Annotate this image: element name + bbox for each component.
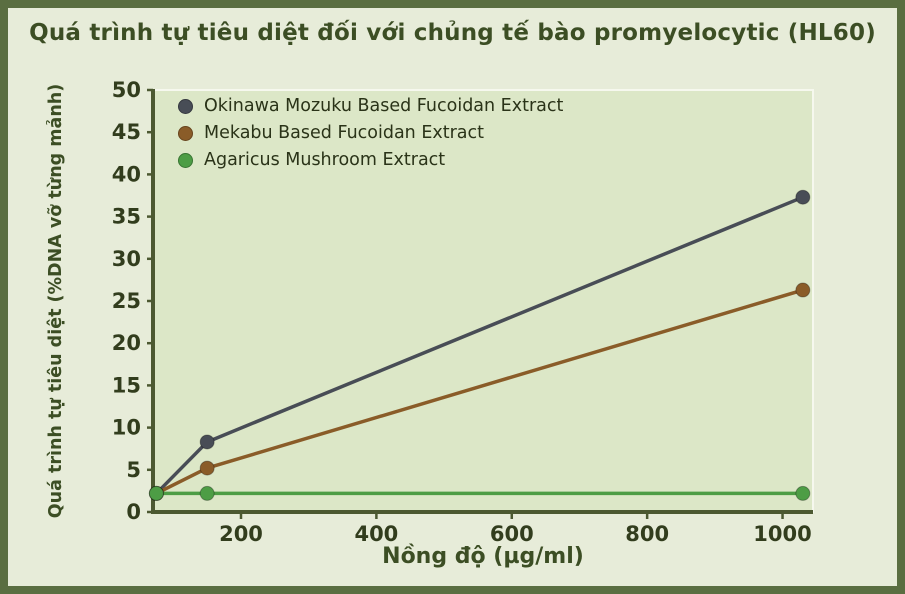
legend-label: Agaricus Mushroom Extract bbox=[204, 150, 446, 170]
x-axis-label: Nồng độ (µg/ml) bbox=[382, 544, 584, 569]
x-tick-label: 400 bbox=[354, 522, 398, 546]
y-axis-label: Quá trình tự tiêu diệt (%DNA vỡ từng mản… bbox=[46, 83, 66, 519]
legend-item: Okinawa Mozuku Based Fucoidan Extract bbox=[178, 96, 563, 116]
y-tick-label: 25 bbox=[112, 289, 141, 313]
y-tick-label: 30 bbox=[112, 247, 141, 271]
data-point-marker bbox=[148, 485, 164, 501]
y-tick-label: 10 bbox=[112, 416, 141, 440]
x-tick-label: 600 bbox=[490, 522, 534, 546]
x-tick-label: 200 bbox=[219, 522, 263, 546]
y-tick-label: 50 bbox=[112, 78, 141, 102]
data-point-marker bbox=[795, 189, 811, 205]
data-point-marker bbox=[199, 434, 215, 450]
legend-swatch bbox=[178, 152, 193, 168]
legend-item: Mekabu Based Fucoidan Extract bbox=[178, 123, 563, 143]
plot-area bbox=[152, 89, 814, 513]
legend-swatch bbox=[178, 98, 193, 114]
legend-swatch bbox=[178, 125, 193, 141]
legend-label: Okinawa Mozuku Based Fucoidan Extract bbox=[204, 96, 564, 116]
legend: Okinawa Mozuku Based Fucoidan Extract Me… bbox=[178, 96, 563, 170]
x-tick-label: 1000 bbox=[753, 522, 811, 546]
y-tick-label: 15 bbox=[112, 373, 141, 397]
y-tick-label: 5 bbox=[126, 458, 141, 482]
data-point-marker bbox=[795, 282, 811, 298]
data-point-marker bbox=[199, 485, 215, 501]
x-tick-label: 800 bbox=[625, 522, 669, 546]
y-tick-label: 0 bbox=[126, 500, 141, 524]
y-tick-label: 40 bbox=[112, 162, 141, 186]
y-tick-label: 45 bbox=[112, 120, 141, 144]
plot-svg: 200 400 600 800 1000 0 5 10 15 20 25 30 35 40 45 50 bbox=[112, 78, 814, 546]
legend-item: Agaricus Mushroom Extract bbox=[178, 150, 563, 170]
data-point-marker bbox=[795, 485, 811, 501]
data-point-marker bbox=[199, 460, 215, 476]
chart-canvas: Quá trình tự tiêu diệt đối với chủng tế … bbox=[8, 8, 897, 586]
y-tick-label: 35 bbox=[112, 205, 141, 229]
chart-title: Quá trình tự tiêu diệt đối với chủng tế … bbox=[29, 20, 876, 46]
y-tick-label: 20 bbox=[112, 331, 141, 355]
legend-label: Mekabu Based Fucoidan Extract bbox=[204, 123, 485, 143]
